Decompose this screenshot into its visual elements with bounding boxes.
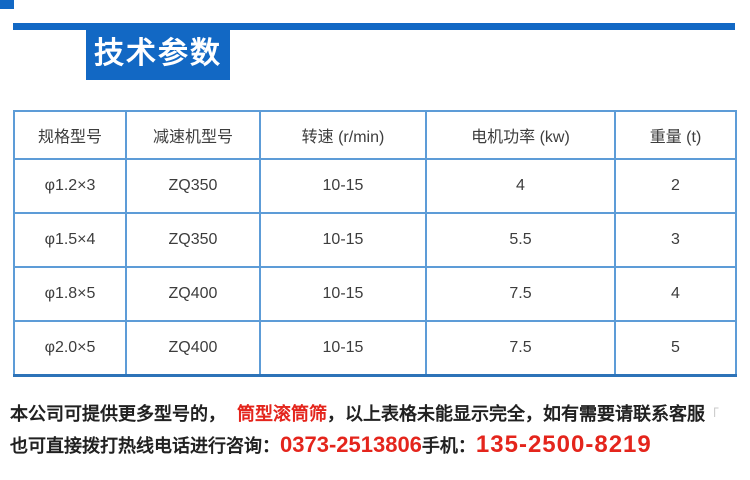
column-header-motor-power: 电机功率 (kw)	[425, 110, 616, 160]
table-header-row: 规格型号 减速机型号 转速 (r/min) 电机功率 (kw) 重量 (t)	[13, 110, 737, 160]
cell-speed: 10-15	[259, 320, 427, 377]
table-row: φ1.5×4 ZQ350 10-15 5.5 3	[13, 212, 737, 268]
cell-speed: 10-15	[259, 266, 427, 322]
cell-reducer: ZQ400	[125, 320, 261, 377]
cell-weight: 4	[614, 266, 737, 322]
section-title-banner: 技术参数	[86, 28, 230, 80]
page-title: 技术参数	[94, 37, 222, 70]
column-header-speed: 转速 (r/min)	[259, 110, 427, 160]
cell-reducer: ZQ350	[125, 212, 261, 268]
cell-spec-model: φ1.5×4	[13, 212, 127, 268]
banner-rule-line	[13, 23, 735, 30]
table-row: φ1.2×3 ZQ350 10-15 4 2	[13, 158, 737, 214]
table-row: φ1.8×5 ZQ400 10-15 7.5 4	[13, 266, 737, 322]
footer-note: 本公司可提供更多型号的， 筒型滚筒筛，以上表格未能显示完全，如有需要请联系客服「 …	[10, 400, 746, 461]
cell-motor-power: 7.5	[425, 266, 616, 322]
footer-text-suffix: ，以上表格未能显示完全，如有需要请联系客服	[327, 404, 705, 424]
spec-table: 规格型号 减速机型号 转速 (r/min) 电机功率 (kw) 重量 (t) φ…	[13, 110, 737, 377]
cell-spec-model: φ1.8×5	[13, 266, 127, 322]
cell-motor-power: 7.5	[425, 320, 616, 377]
column-header-weight: 重量 (t)	[614, 110, 737, 160]
footer-line-1: 本公司可提供更多型号的， 筒型滚筒筛，以上表格未能显示完全，如有需要请联系客服「	[10, 400, 746, 430]
cell-weight: 5	[614, 320, 737, 377]
cell-speed: 10-15	[259, 212, 427, 268]
mobile-phone-number: 135-2500-8219	[475, 431, 652, 458]
cell-motor-power: 5.5	[425, 212, 616, 268]
cell-weight: 3	[614, 212, 737, 268]
cell-speed: 10-15	[259, 158, 427, 214]
footer-line-2: 也可直接拨打热线电话进行咨询：0373-2513806手机：135-2500-8…	[10, 430, 746, 461]
column-header-spec-model: 规格型号	[13, 110, 127, 160]
cell-weight: 2	[614, 158, 737, 214]
cell-spec-model: φ2.0×5	[13, 320, 127, 377]
footer-text-prefix: 本公司可提供更多型号的，	[10, 404, 226, 424]
cell-motor-power: 4	[425, 158, 616, 214]
hotline-label: 也可直接拨打热线电话进行咨询：	[10, 436, 280, 456]
cell-reducer: ZQ400	[125, 266, 261, 322]
table-row: φ2.0×5 ZQ400 10-15 7.5 5	[13, 320, 737, 377]
product-name-highlight: 筒型滚筒筛	[237, 404, 327, 424]
cell-reducer: ZQ350	[125, 158, 261, 214]
column-header-reducer: 减速机型号	[125, 110, 261, 160]
mobile-label: 手机：	[421, 436, 476, 456]
hotline-phone-number: 0373-2513806	[280, 432, 422, 457]
cell-spec-model: φ1.2×3	[13, 158, 127, 214]
corner-mark	[0, 0, 14, 9]
clipped-character-mark: 「	[705, 407, 719, 423]
